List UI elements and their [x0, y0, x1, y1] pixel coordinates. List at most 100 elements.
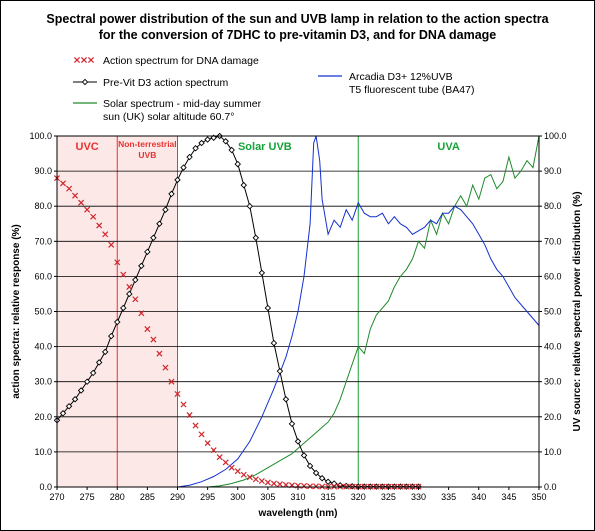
point-0-16 [150, 336, 157, 343]
point-1-6 [89, 369, 97, 377]
legend-entry-solar-2: sun (UK) solar altitude 60.7° [103, 111, 234, 123]
point-1-13 [132, 276, 139, 284]
point-0-13 [132, 296, 139, 303]
y-tick-label-right-1: 10.0 [544, 447, 562, 457]
x-tick-label-1: 275 [80, 492, 95, 502]
series-3 [177, 135, 540, 488]
y-tick-label-right-2: 20.0 [544, 412, 562, 422]
y-tick-label-left-2: 20.0 [34, 412, 52, 422]
point-1-24 [198, 139, 205, 147]
y-tick-label-right-9: 90.0 [544, 166, 562, 176]
x-tick-label-8: 310 [290, 492, 305, 502]
point-1-20 [174, 176, 181, 184]
point-0-42 [307, 483, 314, 490]
x-tick-label-10: 320 [351, 492, 366, 502]
y-axis-label-left: action spectra: relative response (%) [11, 224, 22, 399]
point-1-9 [107, 332, 115, 340]
y-tick-label-right-0: 0.0 [544, 482, 557, 492]
y-tick-label-left-7: 70.0 [34, 236, 52, 246]
point-1-17 [156, 220, 163, 227]
x-tick-label-15: 345 [501, 492, 516, 502]
point-1-18 [162, 206, 169, 213]
x-tick-label-13: 335 [441, 492, 456, 502]
chart-title: Spectral power distribution of the sun a… [46, 12, 549, 26]
series-line-2 [207, 135, 540, 488]
y-tick-label-left-0: 0.0 [39, 482, 52, 492]
point-1-44 [318, 474, 326, 482]
point-0-10 [114, 259, 121, 266]
point-1-25 [204, 136, 211, 143]
legend: Action spectrum for DNA damage Pre-Vit D3… [73, 55, 474, 123]
point-0-19 [168, 378, 175, 385]
point-1-30 [234, 160, 241, 168]
point-0-27 [216, 454, 223, 461]
legend-marker-dna-2 [80, 56, 88, 64]
y-axis-label-right: UV source: relative spectral power distr… [572, 191, 583, 431]
point-1-40 [294, 438, 302, 445]
point-1-5 [83, 378, 91, 385]
point-0-26 [210, 447, 217, 454]
region-label-1-line2: UVB [138, 150, 156, 160]
point-0-17 [156, 350, 163, 357]
region-label-0: UVC [76, 141, 99, 153]
legend-marker-dna-3 [87, 56, 95, 64]
axis-ticks: 270 275 280 285 290 295 300 305 310 315 320 325 330 3… [29, 131, 566, 502]
point-1-42 [306, 462, 314, 470]
point-1-38 [282, 396, 290, 403]
point-1-41 [300, 452, 308, 459]
x-tick-label-12: 330 [411, 492, 426, 502]
point-0-41 [301, 482, 308, 489]
series-line-3 [177, 135, 540, 488]
point-1-7 [95, 359, 103, 366]
y-tick-label-right-7: 70.0 [544, 236, 562, 246]
x-tick-label-9: 315 [321, 492, 336, 502]
point-0-37 [276, 481, 283, 488]
point-0-30 [234, 468, 241, 475]
point-1-22 [186, 153, 193, 161]
x-tick-label-11: 325 [381, 492, 396, 502]
point-0-36 [270, 480, 277, 487]
point-0-35 [264, 479, 271, 486]
x-tick-label-5: 295 [200, 492, 215, 502]
y-tick-label-left-1: 10.0 [34, 447, 52, 457]
point-1-2 [65, 403, 73, 410]
point-1-43 [312, 469, 320, 477]
y-tick-label-right-4: 40.0 [544, 342, 562, 352]
point-0-1 [60, 180, 67, 187]
point-1-12 [126, 290, 133, 298]
point-1-35 [264, 304, 272, 312]
point-1-37 [276, 367, 284, 375]
region-label-1-line1: Non-terrestrial [118, 139, 177, 149]
y-tick-label-left-8: 80.0 [34, 201, 52, 211]
legend-marker-dna-1 [73, 56, 81, 64]
point-0-21 [180, 401, 187, 408]
point-1-33 [252, 234, 260, 242]
point-0-32 [246, 474, 253, 481]
series-group [53, 132, 540, 490]
point-1-39 [288, 420, 296, 428]
x-axis-label: wavelength (nm) [258, 508, 338, 519]
point-0-25 [204, 440, 211, 447]
y-tick-label-right-5: 50.0 [544, 307, 562, 317]
point-1-28 [222, 138, 229, 145]
y-tick-label-right-10: 100.0 [544, 131, 567, 141]
point-0-18 [162, 364, 169, 371]
x-tick-label-14: 340 [471, 492, 486, 502]
point-1-14 [138, 262, 145, 270]
legend-entry-arcadia-2: T5 fluorescent tube (BA47) [349, 84, 474, 96]
point-1-31 [240, 181, 248, 189]
point-0-6 [90, 213, 97, 220]
y-tick-label-left-9: 90.0 [34, 166, 52, 176]
y-tick-label-right-8: 80.0 [544, 201, 562, 211]
point-0-15 [144, 326, 151, 333]
point-1-36 [270, 339, 278, 347]
point-1-29 [228, 146, 235, 154]
point-1-11 [120, 304, 127, 312]
point-0-2 [66, 185, 73, 192]
y-tick-label-left-6: 60.0 [34, 271, 52, 281]
point-1-23 [192, 145, 199, 152]
x-tick-label-2: 280 [110, 492, 125, 502]
point-0-12 [126, 283, 133, 290]
point-0-9 [108, 241, 115, 248]
